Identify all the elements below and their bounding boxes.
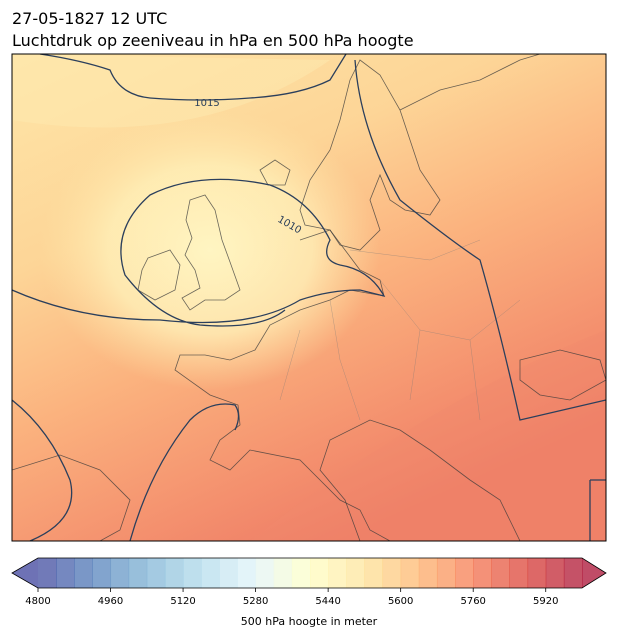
coastline [259, 159, 291, 186]
colorbar-bin [56, 558, 75, 588]
coastline [319, 419, 521, 541]
colorbar-bin [255, 558, 275, 588]
colorbar-bin [563, 558, 583, 588]
country-border [279, 239, 521, 421]
coastline [399, 54, 541, 111]
coastline [519, 349, 606, 401]
colorbar-bin [346, 558, 365, 588]
colorbar-bin [110, 558, 130, 588]
colorbar-bin [164, 558, 184, 588]
colorbar-tick-label: 5760 [460, 596, 485, 607]
colorbar-bin [400, 558, 420, 588]
isobar [589, 479, 606, 541]
isobar [129, 403, 240, 541]
isobar [354, 59, 606, 421]
colorbar-bin [418, 558, 438, 588]
coastline [299, 59, 441, 251]
colorbar-bin [473, 558, 492, 588]
colorbar-bin [436, 558, 456, 588]
coastline [137, 249, 181, 301]
colorbar-bin [74, 558, 93, 588]
colorbar-tick-label: 5600 [388, 596, 413, 607]
height-band [250, 330, 606, 541]
isobar [39, 54, 347, 101]
colorbar-bin [219, 558, 238, 588]
colorbar-tick-label: 5120 [170, 596, 195, 607]
isobar-label: 1015 [194, 98, 219, 109]
colorbar-bin [310, 558, 329, 588]
map-subtitle: Luchtdruk op zeeniveau in hPa en 500 hPa… [12, 31, 414, 50]
height-band [12, 54, 330, 128]
colorbar: 4800 4960 5120 5280 5440 5600 5760 5920 [11, 557, 607, 607]
colorbar-bin [146, 558, 166, 588]
coastline [174, 229, 391, 541]
map-frame [11, 53, 607, 542]
colorbar-bin [527, 558, 547, 588]
colorbar-bin [364, 558, 384, 588]
coastline [181, 194, 241, 311]
isobar [12, 178, 386, 327]
colorbar-bin [201, 558, 220, 588]
colorbar-label: 500 hPa hoogte in meter [241, 615, 378, 628]
colorbar-bin [328, 558, 347, 588]
map-title: 27-05-1827 12 UTC [12, 9, 167, 28]
coastline [12, 454, 131, 541]
colorbar-outline [11, 557, 607, 589]
colorbar-extend-low [12, 558, 38, 588]
colorbar-bin [455, 558, 474, 588]
map: 1015 1010 [12, 54, 606, 541]
colorbar-tick-label: 5920 [533, 596, 558, 607]
colorbar-bin [183, 558, 202, 588]
colorbar-bin [382, 558, 402, 588]
colorbar-bin [509, 558, 529, 588]
colorbar-bin [291, 558, 311, 588]
colorbar-bin [273, 558, 293, 588]
colorbar-bin [237, 558, 257, 588]
colorbar-bin [491, 558, 510, 588]
height-ridge [40, 110, 380, 390]
colorbar-tick-label: 5440 [315, 596, 340, 607]
colorbar-bin [38, 558, 57, 588]
colorbar-tick-label: 4960 [98, 596, 123, 607]
colorbar-bin [92, 558, 112, 588]
colorbar-tick-label: 5280 [243, 596, 268, 607]
colorbar-bin [545, 558, 565, 588]
colorbar-extend-high [582, 558, 606, 588]
isobar [12, 399, 73, 541]
colorbar-bin [128, 558, 148, 588]
colorbar-tick-label: 4800 [25, 596, 50, 607]
